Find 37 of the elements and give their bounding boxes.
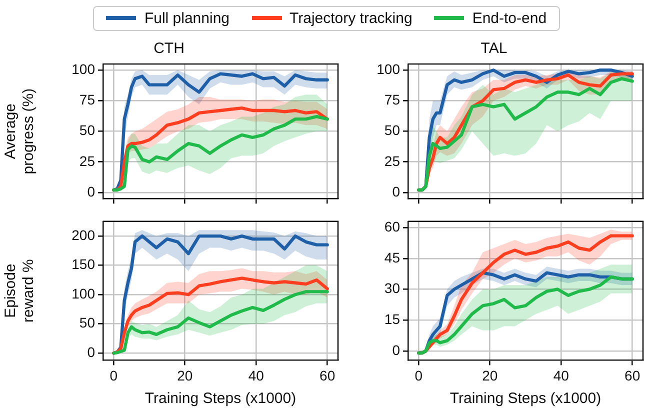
y-tick-label: 50: [384, 122, 400, 138]
chart-title: CTH: [154, 40, 184, 58]
y-tick-label: 0: [87, 344, 96, 360]
y-tick-label: 150: [72, 256, 96, 272]
y-tick-label: 200: [72, 226, 96, 243]
x-tick-label: 20: [482, 367, 498, 384]
y-tick-label: 0: [392, 342, 400, 358]
y-tick-label: 100: [72, 60, 96, 77]
chart-title: TAL: [480, 40, 508, 58]
y-tick-label: 15: [384, 310, 400, 327]
legend-label: Trajectory tracking: [290, 10, 412, 26]
x-tick-label: 20: [177, 367, 193, 384]
y-tick-label: 100: [72, 285, 96, 302]
x-tick-label: 60: [320, 367, 336, 384]
x-tick-label: 40: [553, 367, 570, 384]
y-axis-title: Average progress (%): [2, 88, 38, 174]
x-axis-title: Training Steps (x1000): [450, 390, 602, 408]
y-tick-label: 75: [79, 92, 96, 108]
y-tick-label: 60: [384, 218, 400, 234]
y-axis-title: Episode reward %: [2, 259, 38, 322]
y-tick-label: 45: [384, 249, 400, 266]
legend-label: End-to-end: [472, 10, 547, 26]
y-tick-label: 75: [384, 92, 400, 108]
y-tick-label: 50: [79, 122, 96, 138]
y-tick-label: 30: [384, 280, 400, 296]
legend-label: Full planning: [144, 10, 230, 26]
y-tick-label: 25: [384, 152, 400, 169]
x-tick-label: 40: [248, 367, 264, 384]
y-tick-label: 0: [392, 183, 400, 200]
x-tick-label: 60: [624, 367, 640, 384]
x-axis-title: Training Steps (x1000): [144, 390, 296, 408]
y-tick-label: 50: [79, 314, 96, 331]
y-tick-label: 100: [376, 60, 400, 77]
x-tick-label: 0: [110, 367, 118, 384]
x-tick-label: 0: [414, 367, 423, 384]
y-tick-label: 0: [87, 183, 96, 200]
y-tick-label: 25: [79, 152, 96, 169]
